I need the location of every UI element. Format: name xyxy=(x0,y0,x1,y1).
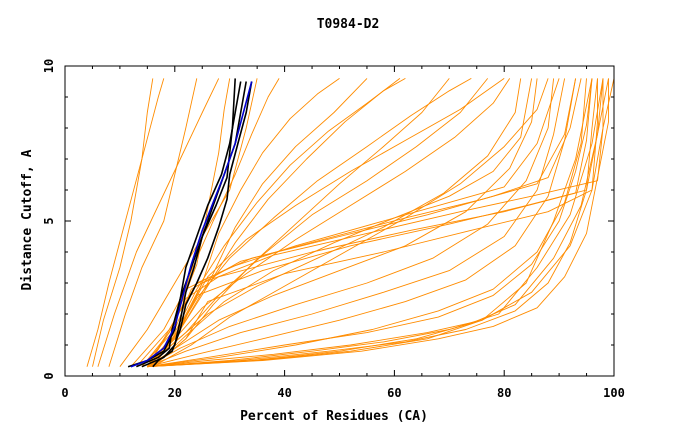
series-line-34 xyxy=(152,78,450,368)
x-tick-label-2: 40 xyxy=(277,386,291,400)
series-line-28 xyxy=(147,78,489,368)
series-line-42 xyxy=(130,81,253,368)
y-axis-label: Distance Cutoff, A xyxy=(20,149,35,290)
x-tick-label-3: 60 xyxy=(387,386,401,400)
x-tick-label-4: 80 xyxy=(497,386,511,400)
ticks-layer: 0 20 40 60 80 100 0 5 10 xyxy=(42,59,625,400)
series-line-13 xyxy=(147,78,604,368)
y-tick-label-2: 10 xyxy=(42,59,56,73)
series-line-12 xyxy=(147,78,593,368)
series-line-35 xyxy=(146,78,406,367)
series-line-30 xyxy=(147,78,593,368)
series-line-8 xyxy=(146,78,598,368)
series-line-37 xyxy=(152,78,533,368)
series-line-16 xyxy=(147,78,587,368)
series-line-31 xyxy=(147,78,604,368)
x-axis-label: Percent of Residues (CA) xyxy=(240,409,428,424)
series-line-41 xyxy=(141,78,236,368)
series-line-24 xyxy=(146,78,401,367)
series-line-9 xyxy=(141,78,593,367)
series-line-22 xyxy=(146,78,511,368)
series-line-18 xyxy=(147,78,566,368)
series-line-32 xyxy=(147,78,609,368)
x-tick-label-1: 20 xyxy=(168,386,182,400)
series-line-10 xyxy=(146,78,604,367)
series-line-33 xyxy=(152,78,549,368)
series-line-0 xyxy=(86,78,165,367)
series-line-29 xyxy=(152,78,368,367)
series-line-3 xyxy=(108,78,198,367)
series-line-5 xyxy=(130,78,560,367)
series-line-1 xyxy=(92,78,154,367)
series-layer xyxy=(86,78,614,368)
series-line-21 xyxy=(146,78,522,368)
x-tick-label-5: 100 xyxy=(603,386,625,400)
series-line-2 xyxy=(97,78,220,367)
y-tick-label-0: 0 xyxy=(42,372,56,379)
series-line-15 xyxy=(147,78,614,368)
x-tick-label-0: 0 xyxy=(61,386,68,400)
series-line-40 xyxy=(152,81,253,368)
series-line-20 xyxy=(147,78,538,368)
y-tick-label-1: 5 xyxy=(42,217,56,224)
series-line-17 xyxy=(147,78,577,368)
series-line-26 xyxy=(152,78,505,367)
series-line-19 xyxy=(147,78,555,368)
chart-title: T0984-D2 xyxy=(317,17,380,32)
